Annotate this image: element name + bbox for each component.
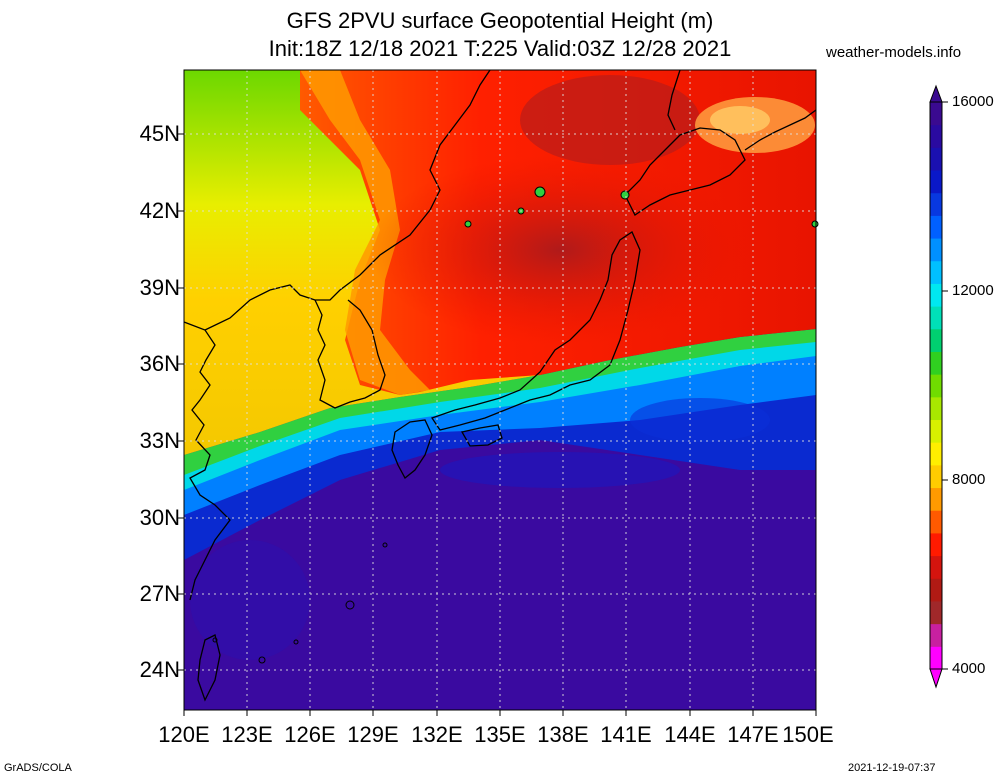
colorbar-swatch <box>930 260 942 284</box>
colorbar-swatch <box>930 102 942 126</box>
graticule <box>184 70 816 710</box>
colorbar-swatch <box>930 328 942 352</box>
colorbar-ticks <box>942 101 948 670</box>
colorbar-label: 8000 <box>952 471 986 488</box>
lat-label: 36N <box>139 351 180 376</box>
lat-label: 39N <box>139 275 180 300</box>
colorbar-label: 4000 <box>952 660 986 677</box>
colorbar-swatch <box>930 192 942 216</box>
colorbar-swatch <box>930 283 942 307</box>
lon-label: 126E <box>284 722 336 747</box>
lon-label: 123E <box>221 722 273 747</box>
lon-label: 144E <box>664 722 716 747</box>
colorbar-swatch <box>930 351 942 375</box>
lon-label: 147E <box>727 722 779 747</box>
colorbar-swatch <box>930 124 942 148</box>
lon-label: 150E <box>782 722 834 747</box>
colorbar-swatch <box>930 419 942 443</box>
site-label: weather-models.info <box>826 44 962 61</box>
lat-label: 42N <box>139 198 180 223</box>
lon-label: 120E <box>158 722 210 747</box>
colorbar-frame <box>929 101 943 670</box>
colorbar-swatch <box>930 306 942 330</box>
colorbar-swatch <box>930 147 942 171</box>
colorbar-swatch <box>930 600 942 625</box>
colorbar-swatch <box>930 623 942 647</box>
colorbar-max-arrow <box>929 84 943 103</box>
colorbar-swatch <box>930 396 942 421</box>
coastlines <box>183 69 817 702</box>
colorbar-swatch <box>930 532 942 557</box>
colorbar-swatch <box>930 238 942 262</box>
lat-label: 24N <box>139 657 180 682</box>
lon-label: 135E <box>474 722 526 747</box>
colorbar <box>929 84 943 689</box>
footer-timestamp: 2021-12-19-07:37 <box>848 762 936 774</box>
colorbar-swatch <box>930 555 942 579</box>
lon-label: 138E <box>537 722 589 747</box>
lon-label: 141E <box>600 722 652 747</box>
colorbar-swatch <box>930 464 942 489</box>
lat-label: 33N <box>139 428 180 453</box>
colorbar-label: 16000 <box>952 93 994 110</box>
colorbar-swatch <box>930 170 942 194</box>
map-frame <box>178 69 817 716</box>
lat-label: 30N <box>139 505 180 530</box>
colorbar-swatch <box>930 487 942 511</box>
colorbar-swatch <box>930 510 942 534</box>
colorbar-swatch <box>930 646 942 670</box>
colorbar-swatch <box>930 442 942 466</box>
colorbar-swatch <box>930 578 942 602</box>
colorbar-swatch <box>930 215 942 239</box>
lon-label: 132E <box>411 722 463 747</box>
colorbar-swatch <box>930 374 942 398</box>
lon-label: 129E <box>347 722 399 747</box>
map-subtitle: Init:18Z 12/18 2021 T:225 Valid:03Z 12/2… <box>268 36 732 61</box>
footer-software-label: GrADS/COLA <box>4 762 72 774</box>
lat-label: 45N <box>139 121 180 146</box>
colorbar-min-arrow <box>929 668 943 689</box>
islands <box>212 186 819 664</box>
map-plot-area <box>184 70 816 710</box>
lat-label: 27N <box>139 581 180 606</box>
map-title: GFS 2PVU surface Geopotential Height (m) <box>286 8 714 33</box>
colorbar-label: 12000 <box>952 282 994 299</box>
